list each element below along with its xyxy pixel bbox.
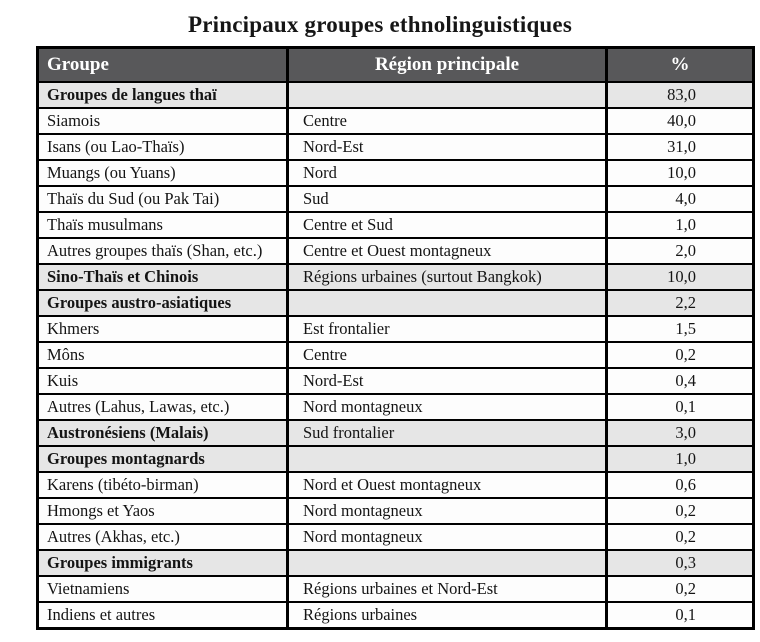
table-row: Autres groupes thaïs (Shan, etc.) Centre … bbox=[39, 237, 752, 263]
table-row: Muangs (ou Yuans) Nord 10,0 bbox=[39, 159, 752, 185]
cell-groupe: Siamois bbox=[39, 107, 286, 133]
table-row: Siamois Centre 40,0 bbox=[39, 107, 752, 133]
cell-pct: 1,0 bbox=[605, 211, 752, 237]
table-row-section-heading: Sino-Thaïs et Chinois Régions urbaines (s… bbox=[39, 263, 752, 289]
cell-region: Sud bbox=[286, 185, 605, 211]
cell-groupe: Isans (ou Lao-Thaïs) bbox=[39, 133, 286, 159]
table-row: Môns Centre 0,2 bbox=[39, 341, 752, 367]
table-row: Thaïs du Sud (ou Pak Tai) Sud 4,0 bbox=[39, 185, 752, 211]
cell-groupe: Groupes austro-asiatiques bbox=[39, 289, 286, 315]
cell-region: Centre bbox=[286, 107, 605, 133]
cell-region: Est frontalier bbox=[286, 315, 605, 341]
cell-region: Nord montagneux bbox=[286, 497, 605, 523]
cell-pct: 4,0 bbox=[605, 185, 752, 211]
cell-pct: 10,0 bbox=[605, 159, 752, 185]
cell-region bbox=[286, 445, 605, 471]
cell-region: Régions urbaines et Nord-Est bbox=[286, 575, 605, 601]
table-row-section-heading: Groupes de langues thaï 83,0 bbox=[39, 81, 752, 107]
table-row-section-heading: Groupes immigrants 0,3 bbox=[39, 549, 752, 575]
table-row: Autres (Lahus, Lawas, etc.) Nord montagne… bbox=[39, 393, 752, 419]
column-header-region: Région principale bbox=[286, 49, 605, 81]
cell-groupe: Austronésiens (Malais) bbox=[39, 419, 286, 445]
table-row: Thaïs musulmans Centre et Sud 1,0 bbox=[39, 211, 752, 237]
cell-pct: 0,4 bbox=[605, 367, 752, 393]
table-row-section-heading: Groupes montagnards 1,0 bbox=[39, 445, 752, 471]
cell-pct: 0,6 bbox=[605, 471, 752, 497]
cell-groupe: Thaïs du Sud (ou Pak Tai) bbox=[39, 185, 286, 211]
cell-region: Nord et Ouest montagneux bbox=[286, 471, 605, 497]
document-page: Principaux groupes ethnolinguistiques Gr… bbox=[0, 11, 760, 630]
table-row-section-heading: Groupes austro-asiatiques 2,2 bbox=[39, 289, 752, 315]
cell-groupe: Hmongs et Yaos bbox=[39, 497, 286, 523]
cell-region: Centre et Ouest montagneux bbox=[286, 237, 605, 263]
cell-region: Centre et Sud bbox=[286, 211, 605, 237]
cell-pct: 0,1 bbox=[605, 601, 752, 627]
cell-region: Sud frontalier bbox=[286, 419, 605, 445]
cell-region bbox=[286, 289, 605, 315]
cell-groupe: Autres (Lahus, Lawas, etc.) bbox=[39, 393, 286, 419]
cell-region: Nord montagneux bbox=[286, 523, 605, 549]
cell-pct: 31,0 bbox=[605, 133, 752, 159]
cell-groupe: Autres groupes thaïs (Shan, etc.) bbox=[39, 237, 286, 263]
cell-groupe: Groupes de langues thaï bbox=[39, 81, 286, 107]
cell-pct: 2,2 bbox=[605, 289, 752, 315]
table-row: Isans (ou Lao-Thaïs) Nord-Est 31,0 bbox=[39, 133, 752, 159]
cell-groupe: Môns bbox=[39, 341, 286, 367]
page-title: Principaux groupes ethnolinguistiques bbox=[187, 12, 572, 37]
cell-pct: 3,0 bbox=[605, 419, 752, 445]
cell-region: Nord bbox=[286, 159, 605, 185]
cell-pct: 1,5 bbox=[605, 315, 752, 341]
table-row: Kuis Nord-Est 0,4 bbox=[39, 367, 752, 393]
cell-groupe: Groupes immigrants bbox=[39, 549, 286, 575]
table-row: Indiens et autres Régions urbaines 0,1 bbox=[39, 601, 752, 627]
cell-pct: 10,0 bbox=[605, 263, 752, 289]
column-header-groupe: Groupe bbox=[39, 49, 286, 81]
cell-pct: 40,0 bbox=[605, 107, 752, 133]
ethnolinguistic-groups-table: Groupe Région principale % Groupes de la… bbox=[36, 46, 755, 630]
cell-pct: 0,1 bbox=[605, 393, 752, 419]
cell-region: Régions urbaines bbox=[286, 601, 605, 627]
column-header-percent: % bbox=[605, 49, 752, 81]
table-row: Hmongs et Yaos Nord montagneux 0,2 bbox=[39, 497, 752, 523]
cell-region: Centre bbox=[286, 341, 605, 367]
table-row-section-heading: Austronésiens (Malais) Sud frontalier 3,0 bbox=[39, 419, 752, 445]
cell-pct: 0,2 bbox=[605, 497, 752, 523]
cell-groupe: Khmers bbox=[39, 315, 286, 341]
cell-groupe: Karens (tibéto-birman) bbox=[39, 471, 286, 497]
cell-region: Régions urbaines (surtout Bangkok) bbox=[286, 263, 605, 289]
cell-groupe: Sino-Thaïs et Chinois bbox=[39, 263, 286, 289]
table-row: Autres (Akhas, etc.) Nord montagneux 0,2 bbox=[39, 523, 752, 549]
cell-region bbox=[286, 549, 605, 575]
table-row: Karens (tibéto-birman) Nord et Ouest mont… bbox=[39, 471, 752, 497]
cell-region: Nord-Est bbox=[286, 367, 605, 393]
cell-groupe: Muangs (ou Yuans) bbox=[39, 159, 286, 185]
table-row: Vietnamiens Régions urbaines et Nord-Est 0… bbox=[39, 575, 752, 601]
cell-region bbox=[286, 81, 605, 107]
cell-pct: 83,0 bbox=[605, 81, 752, 107]
cell-groupe: Vietnamiens bbox=[39, 575, 286, 601]
table-header-row: Groupe Région principale % bbox=[39, 49, 752, 81]
cell-groupe: Autres (Akhas, etc.) bbox=[39, 523, 286, 549]
cell-region: Nord montagneux bbox=[286, 393, 605, 419]
cell-pct: 2,0 bbox=[605, 237, 752, 263]
cell-pct: 1,0 bbox=[605, 445, 752, 471]
cell-groupe: Groupes montagnards bbox=[39, 445, 286, 471]
cell-pct: 0,2 bbox=[605, 523, 752, 549]
cell-pct: 0,2 bbox=[605, 341, 752, 367]
cell-groupe: Kuis bbox=[39, 367, 286, 393]
cell-groupe: Thaïs musulmans bbox=[39, 211, 286, 237]
cell-pct: 0,2 bbox=[605, 575, 752, 601]
cell-pct: 0,3 bbox=[605, 549, 752, 575]
table-row: Khmers Est frontalier 1,5 bbox=[39, 315, 752, 341]
cell-groupe: Indiens et autres bbox=[39, 601, 286, 627]
cell-region: Nord-Est bbox=[286, 133, 605, 159]
